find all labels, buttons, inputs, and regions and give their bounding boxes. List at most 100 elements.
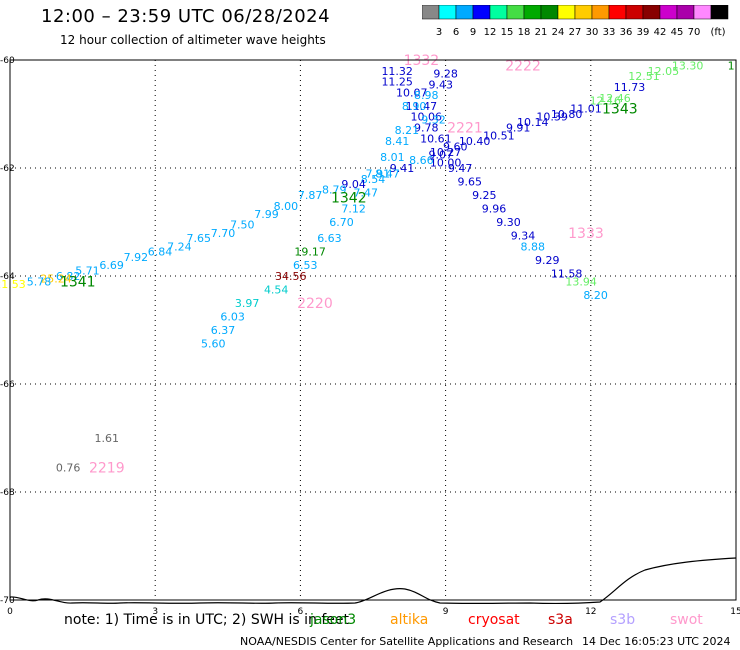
wave-height-label: 13.94 <box>565 275 597 288</box>
wave-height-label: 10.06 <box>410 111 442 124</box>
wave-height-label: 12.05 <box>648 65 680 78</box>
wave-height-label: 6.69 <box>99 259 124 272</box>
color-scale-legend: 3 6 9 12 15 18 21 24 27 30 33 36 39 42 45 70 (ft) <box>422 5 729 37</box>
wave-height-label: 4.54 <box>264 284 289 297</box>
pass-number-label: 1343 <box>602 102 638 118</box>
wave-height-label: 9.43 <box>429 78 454 91</box>
legend-tick-label: 9 <box>470 27 476 37</box>
pass-number-label: 1341 <box>60 274 96 290</box>
y-tick-label: -66 <box>0 380 15 390</box>
wave-height-label: 9.25 <box>472 189 497 202</box>
pass-number-label: 1333 <box>568 226 604 242</box>
wave-height-label: 7.24 <box>167 240 192 253</box>
wave-height-label: 12.46 <box>599 92 631 105</box>
wave-height-label: 6.63 <box>317 232 342 245</box>
wave-height-label: 8.47 <box>375 167 400 180</box>
satellite-legend-s3b: s3b <box>610 612 636 628</box>
chart-subtitle: 12 hour collection of altimeter wave hei… <box>60 33 326 47</box>
wave-height-label: 7.91 <box>366 167 391 180</box>
wave-height-label: 9.91 <box>506 122 531 135</box>
wave-height-label: 9.96 <box>482 203 507 216</box>
wave-height-label: 25.24 <box>40 273 72 286</box>
wave-height-label: 8.88 <box>520 240 545 253</box>
wave-height-label: 10.39 <box>536 111 568 124</box>
plot-frame <box>9 59 737 601</box>
wave-height-label: 8.01 <box>380 151 405 164</box>
wave-height-label: 3.97 <box>235 297 260 310</box>
pass-number-label: 2222 <box>505 58 541 74</box>
wave-height-label: 11.58 <box>551 267 583 280</box>
wave-height-label: 9.29 <box>535 254 560 267</box>
wave-height-label: 10.27 <box>430 146 462 159</box>
legend-tick-label: 45 <box>671 27 684 37</box>
wave-height-label: 9.78 <box>414 122 439 135</box>
legend-tick-label: 30 <box>586 27 599 37</box>
wave-height-label: 6.84 <box>148 246 173 259</box>
legend-tick-label: 3 <box>436 27 442 37</box>
wave-height-label: 10.51 <box>483 130 515 143</box>
wave-height-label: 5.71 <box>75 265 100 278</box>
wave-height-label: 34.56 <box>275 270 307 283</box>
chart-title: 12:00 – 23:59 UTC 06/28/2024 <box>41 6 331 27</box>
legend-tick-label: 39 <box>637 27 650 37</box>
wave-height-label: 13.30 <box>672 59 704 72</box>
legend-tick-label: 42 <box>654 27 667 37</box>
wave-height-label: 7.47 <box>353 186 378 199</box>
wave-height-label: 10.00 <box>430 157 462 170</box>
wave-height-label: 9.07 <box>429 149 454 162</box>
x-tick-label: 15 <box>730 607 740 617</box>
footnote: note: 1) Time is in UTC; 2) SWH is in fe… <box>64 612 350 628</box>
wave-height-label: 10.80 <box>551 108 583 121</box>
footer-credit: NOAA/NESDIS Center for Satellite Applica… <box>240 635 574 648</box>
wave-height-label: 8.66 <box>409 154 434 167</box>
legend-tick-label: 33 <box>603 27 616 37</box>
wave-height-label: 5.60 <box>201 338 226 351</box>
wave-height-label: 8.41 <box>385 135 410 148</box>
wave-height-label: 10.61 <box>420 132 452 145</box>
wave-height-label: 19.17 <box>294 246 326 259</box>
wave-height-label: 5.78 <box>27 275 52 288</box>
legend-tick-label: 21 <box>535 27 548 37</box>
legend-tick-label: 18 <box>518 27 531 37</box>
legend-tick-label: 36 <box>620 27 633 37</box>
wave-height-label: 6.37 <box>211 324 236 337</box>
wave-height-label: 9.60 <box>443 140 468 153</box>
wave-height-label: 8.98 <box>414 89 439 102</box>
wave-height-label: 6.03 <box>220 311 245 324</box>
wave-height-label: 7.92 <box>124 251 149 264</box>
wave-height-label: 9.04 <box>341 178 366 191</box>
wave-height-label: 7.50 <box>230 219 255 232</box>
satellite-legend-jason3: jason3 <box>310 612 357 628</box>
pass-number-label: 1332 <box>404 53 440 69</box>
x-tick-label: 12 <box>585 607 596 617</box>
wave-height-label: 21.53 <box>0 278 26 291</box>
wave-height-label: 11.25 <box>381 76 413 89</box>
wave-height-label: 12.16 <box>590 95 622 108</box>
wave-height-label: 8.79 <box>322 184 347 197</box>
y-tick-label: -68 <box>0 488 15 498</box>
wave-height-label: 8.54 <box>361 173 386 186</box>
x-tick-label: 3 <box>152 607 158 617</box>
wave-height-label: 7.12 <box>341 203 366 216</box>
wave-height-label: 9.32 <box>421 113 446 126</box>
wave-height-label: 6.53 <box>293 259 318 272</box>
wave-height-label: 11.01 <box>570 103 602 116</box>
pass-number-label: 2220 <box>297 296 333 312</box>
legend-tick-label: 24 <box>552 27 565 37</box>
wave-height-points: 1 13.3012.0512.5111.7312.4612.1611.0110.8… <box>0 59 735 474</box>
wave-height-label: 11.73 <box>614 81 646 94</box>
wave-height-label: 6.70 <box>329 216 354 229</box>
wave-height-label: 0.76 <box>56 462 81 475</box>
legend-tick-label: 12 <box>484 27 497 37</box>
wave-height-label: 8.21 <box>395 124 420 137</box>
wave-height-label: 9.65 <box>458 176 483 189</box>
wave-height-label: 8.00 <box>274 200 299 213</box>
legend-tick-label: 6 <box>453 27 459 37</box>
wave-height-label: 10.14 <box>517 116 549 129</box>
satellite-legend-swot: swot <box>670 612 703 628</box>
wave-height-label: 8.90 <box>402 100 427 113</box>
wave-height-label: 10.07 <box>396 86 428 99</box>
pass-number-label: 1342 <box>331 191 367 207</box>
